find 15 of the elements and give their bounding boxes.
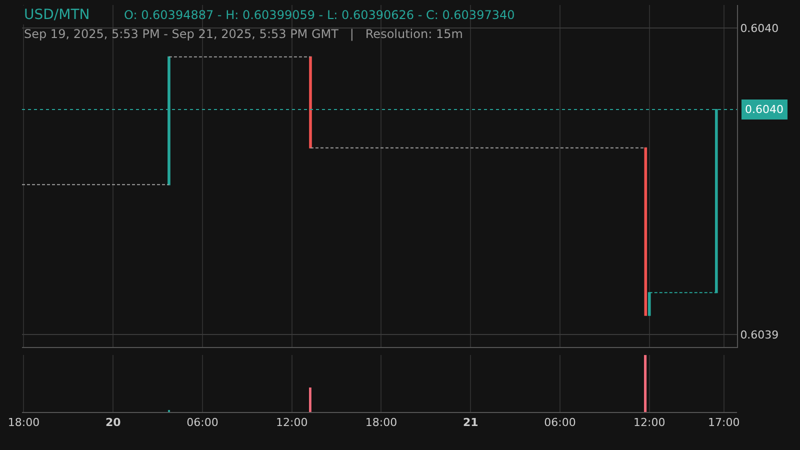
x-tick-label: 17:00: [708, 416, 740, 430]
x-tick-label: 18:00: [365, 416, 398, 430]
candlestick: [644, 147, 648, 316]
text: Sep 19, 2025, 5:53 PM - Sep 21, 2025, 5:53 PM GMT | Resolution: 15m: [24, 27, 463, 41]
x-tick-label: 21: [462, 416, 478, 430]
x-tick-label: 06:00: [544, 416, 576, 430]
annotation: O: 0.60394887 - H: 0.60399059 - L: 0.60390626 - C: 0.60397340: [124, 8, 515, 22]
y-tick-label: 0.6039: [740, 328, 779, 342]
x-tick-label: 20: [105, 416, 122, 430]
x-tick-label: 06:00: [186, 416, 218, 430]
candlestick: [309, 56, 312, 148]
x-tick-label: 12:00: [276, 416, 308, 430]
x-tick-label: 18:00: [8, 416, 40, 430]
x-tick-label: 12:00: [634, 416, 666, 430]
chart-title: USD/MTN: [24, 7, 90, 23]
